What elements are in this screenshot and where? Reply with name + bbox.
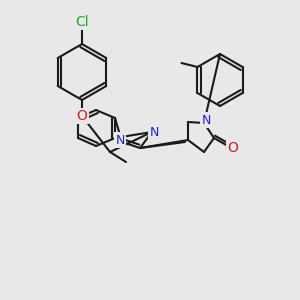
Text: N: N bbox=[149, 125, 159, 139]
Text: N: N bbox=[115, 134, 125, 146]
Text: N: N bbox=[201, 113, 211, 127]
Text: Cl: Cl bbox=[75, 15, 89, 29]
Text: O: O bbox=[228, 141, 238, 155]
Text: O: O bbox=[76, 109, 87, 123]
